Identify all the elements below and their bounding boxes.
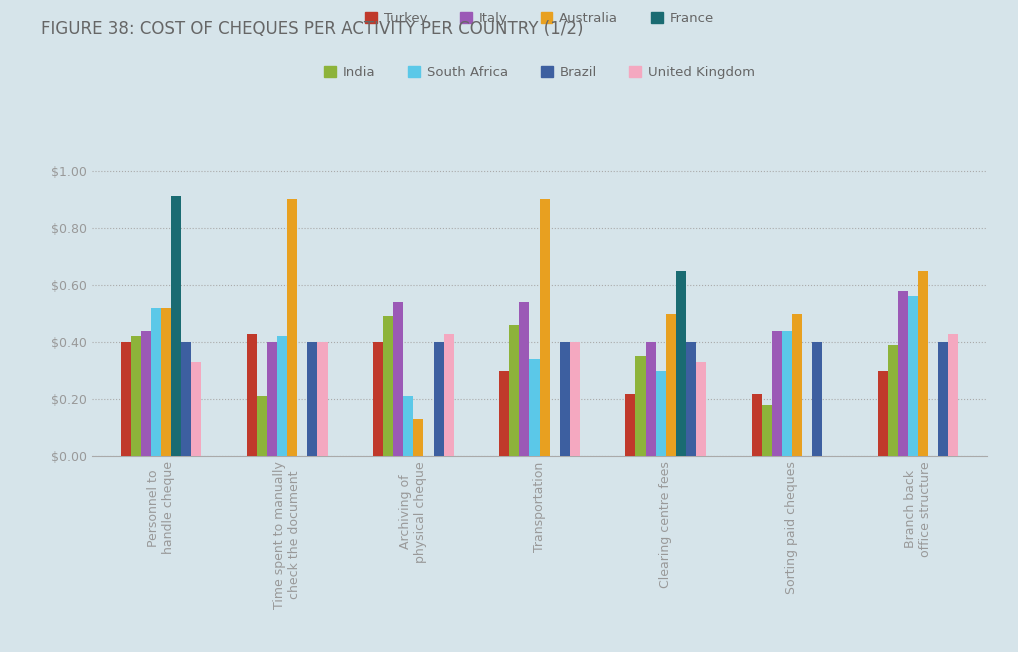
- Bar: [499, 371, 509, 456]
- Bar: [761, 405, 772, 456]
- Bar: [307, 342, 318, 456]
- Bar: [181, 342, 191, 456]
- Bar: [666, 314, 676, 456]
- Bar: [645, 342, 656, 456]
- Bar: [625, 394, 635, 456]
- Bar: [529, 359, 540, 456]
- Bar: [140, 331, 151, 456]
- Bar: [277, 336, 287, 456]
- Bar: [918, 271, 928, 456]
- Bar: [383, 316, 393, 456]
- Text: FIGURE 38: COST OF CHEQUES PER ACTIVITY PER COUNTRY (1/2): FIGURE 38: COST OF CHEQUES PER ACTIVITY …: [41, 20, 583, 38]
- Bar: [772, 331, 782, 456]
- Bar: [267, 342, 277, 456]
- Bar: [413, 419, 423, 456]
- Bar: [696, 362, 706, 456]
- Bar: [393, 302, 403, 456]
- Bar: [888, 345, 898, 456]
- Bar: [509, 325, 519, 456]
- Bar: [792, 314, 802, 456]
- Bar: [287, 200, 297, 456]
- Bar: [403, 396, 413, 456]
- Bar: [373, 342, 383, 456]
- Bar: [171, 196, 181, 456]
- Bar: [161, 308, 171, 456]
- Bar: [939, 342, 949, 456]
- Bar: [257, 396, 267, 456]
- Bar: [782, 331, 792, 456]
- Bar: [812, 342, 823, 456]
- Bar: [246, 334, 257, 456]
- Bar: [570, 342, 580, 456]
- Bar: [751, 394, 761, 456]
- Bar: [434, 342, 444, 456]
- Bar: [560, 342, 570, 456]
- Bar: [686, 342, 696, 456]
- Bar: [130, 336, 140, 456]
- Legend: India, South Africa, Brazil, United Kingdom: India, South Africa, Brazil, United King…: [319, 61, 760, 85]
- Bar: [635, 357, 645, 456]
- Bar: [540, 200, 550, 456]
- Bar: [898, 291, 908, 456]
- Bar: [878, 371, 888, 456]
- Bar: [519, 302, 529, 456]
- Bar: [676, 271, 686, 456]
- Bar: [656, 371, 666, 456]
- Bar: [949, 334, 958, 456]
- Bar: [444, 334, 454, 456]
- Bar: [151, 308, 161, 456]
- Bar: [908, 297, 918, 456]
- Bar: [121, 342, 130, 456]
- Bar: [191, 362, 202, 456]
- Bar: [318, 342, 328, 456]
